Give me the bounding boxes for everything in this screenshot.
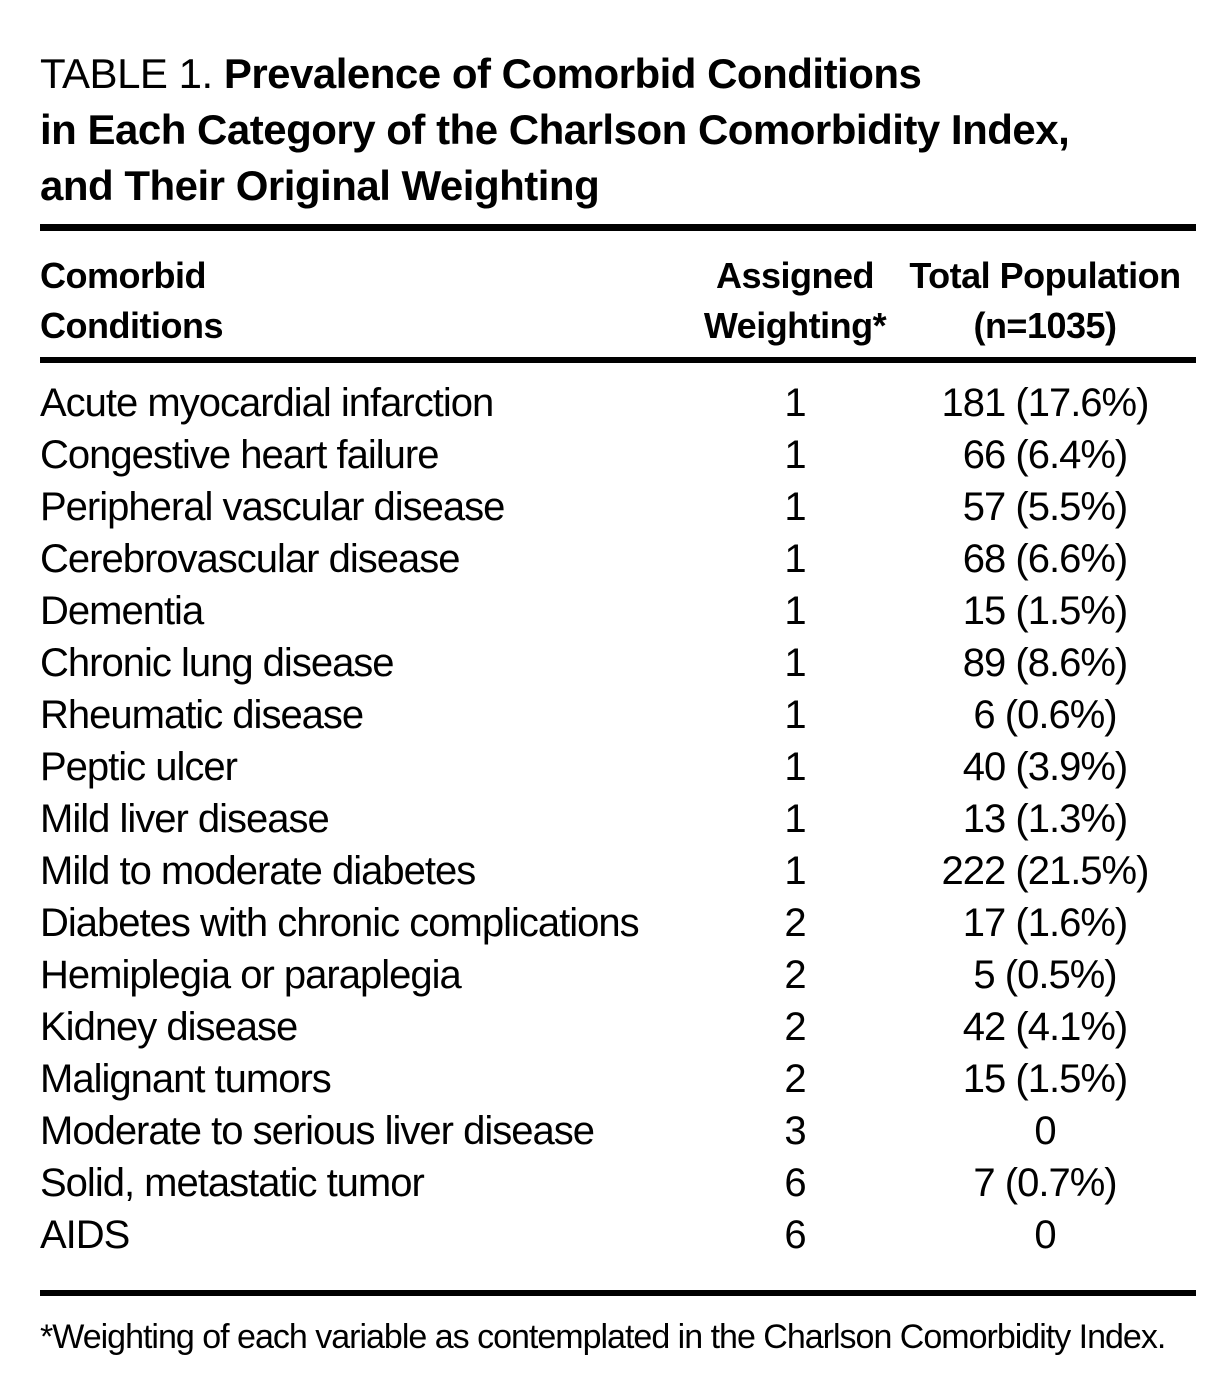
population-cell: 40 (3.9%) bbox=[962, 744, 1128, 789]
weighting-cell: 6 bbox=[784, 1160, 806, 1205]
weighting-cell: 2 bbox=[784, 1056, 806, 1101]
column-header-assigned-weighting: Assigned Weighting* bbox=[696, 251, 894, 351]
condition-cell: Malignant tumors bbox=[40, 1056, 332, 1101]
population-cell: 15 (1.5%) bbox=[962, 588, 1128, 633]
table-title: TABLE 1. Prevalence of Comorbid Conditio… bbox=[40, 46, 1196, 214]
table-row: Peptic ulcer 1 40 (3.9%) bbox=[40, 741, 1196, 793]
weighting-cell: 3 bbox=[784, 1108, 806, 1153]
condition-cell: AIDS bbox=[40, 1212, 130, 1257]
table-footnote: *Weighting of each variable as contempla… bbox=[40, 1318, 1166, 1356]
population-cell: 0 bbox=[1034, 1108, 1056, 1153]
population-cell: 5 (0.5%) bbox=[973, 952, 1117, 997]
table-body: Acute myocardial infarction 1 181 (17.6%) C… bbox=[40, 377, 1196, 1261]
weighting-cell: 1 bbox=[784, 692, 806, 737]
table-title-line3: and Their Original Weighting bbox=[40, 162, 600, 209]
column-header-line: Conditions bbox=[40, 305, 223, 346]
column-header-line: Comorbid bbox=[40, 255, 206, 296]
weighting-cell: 1 bbox=[784, 744, 806, 789]
table-row: Mild liver disease 1 13 (1.3%) bbox=[40, 793, 1196, 845]
weighting-cell: 2 bbox=[784, 1004, 806, 1049]
column-header-line: (n=1035) bbox=[973, 305, 1117, 346]
population-cell: 222 (21.5%) bbox=[941, 848, 1150, 893]
population-cell: 0 bbox=[1034, 1212, 1056, 1257]
column-header-total-population: Total Population (n=1035) bbox=[894, 251, 1196, 351]
weighting-cell: 1 bbox=[784, 588, 806, 633]
weighting-cell: 2 bbox=[784, 900, 806, 945]
weighting-cell: 6 bbox=[784, 1212, 806, 1257]
table-row: Peripheral vascular disease 1 57 (5.5%) bbox=[40, 481, 1196, 533]
table-row: Dementia 1 15 (1.5%) bbox=[40, 585, 1196, 637]
condition-cell: Cerebrovascular disease bbox=[40, 536, 460, 581]
condition-cell: Mild to moderate diabetes bbox=[40, 848, 476, 893]
table-row: Rheumatic disease 1 6 (0.6%) bbox=[40, 689, 1196, 741]
condition-cell: Diabetes with chronic complications bbox=[40, 900, 640, 945]
population-cell: 57 (5.5%) bbox=[962, 484, 1128, 529]
condition-cell: Hemiplegia or paraplegia bbox=[40, 952, 462, 997]
column-header-line: Assigned bbox=[715, 255, 875, 296]
table-row: Malignant tumors 2 15 (1.5%) bbox=[40, 1053, 1196, 1105]
population-cell: 7 (0.7%) bbox=[973, 1160, 1117, 1205]
population-cell: 42 (4.1%) bbox=[962, 1004, 1128, 1049]
table-row: AIDS 6 0 bbox=[40, 1209, 1196, 1261]
condition-cell: Rheumatic disease bbox=[40, 692, 364, 737]
header-rule bbox=[40, 357, 1196, 363]
population-cell: 15 (1.5%) bbox=[962, 1056, 1128, 1101]
bottom-rule bbox=[40, 1290, 1196, 1296]
weighting-cell: 1 bbox=[784, 796, 806, 841]
table-title-text: Prevalence of Comorbid Conditions bbox=[223, 50, 922, 97]
table-row: Kidney disease 2 42 (4.1%) bbox=[40, 1001, 1196, 1053]
condition-cell: Kidney disease bbox=[40, 1004, 298, 1049]
population-cell: 13 (1.3%) bbox=[962, 796, 1128, 841]
population-cell: 89 (8.6%) bbox=[962, 640, 1128, 685]
weighting-cell: 1 bbox=[784, 380, 806, 425]
table-row: Moderate to serious liver disease 3 0 bbox=[40, 1105, 1196, 1157]
table-header-row: Comorbid Conditions Assigned Weighting* … bbox=[40, 251, 1196, 351]
table-row: Acute myocardial infarction 1 181 (17.6%) bbox=[40, 377, 1196, 429]
table-number-label: TABLE 1. bbox=[40, 50, 213, 97]
population-cell: 66 (6.4%) bbox=[962, 432, 1128, 477]
condition-cell: Congestive heart failure bbox=[40, 432, 439, 477]
condition-cell: Chronic lung disease bbox=[40, 640, 395, 685]
table-row: Hemiplegia or paraplegia 2 5 (0.5%) bbox=[40, 949, 1196, 1001]
condition-cell: Peripheral vascular disease bbox=[40, 484, 505, 529]
column-header-comorbid-conditions: Comorbid Conditions bbox=[40, 251, 696, 351]
table-row: Diabetes with chronic complications 2 17 (… bbox=[40, 897, 1196, 949]
table-row: Chronic lung disease 1 89 (8.6%) bbox=[40, 637, 1196, 689]
condition-cell: Peptic ulcer bbox=[40, 744, 238, 789]
table-title-line2: in Each Category of the Charlson Comorbi… bbox=[40, 106, 1070, 153]
weighting-cell: 1 bbox=[784, 484, 806, 529]
condition-cell: Solid, metastatic tumor bbox=[40, 1160, 425, 1205]
weighting-cell: 1 bbox=[784, 432, 806, 477]
condition-cell: Dementia bbox=[40, 588, 204, 633]
weighting-cell: 1 bbox=[784, 848, 806, 893]
condition-cell: Mild liver disease bbox=[40, 796, 330, 841]
table-row: Congestive heart failure 1 66 (6.4%) bbox=[40, 429, 1196, 481]
population-cell: 68 (6.6%) bbox=[962, 536, 1128, 581]
table-row: Solid, metastatic tumor 6 7 (0.7%) bbox=[40, 1157, 1196, 1209]
weighting-cell: 1 bbox=[784, 640, 806, 685]
condition-cell: Moderate to serious liver disease bbox=[40, 1108, 595, 1153]
column-header-line: Total Population bbox=[909, 255, 1181, 296]
population-cell: 17 (1.6%) bbox=[962, 900, 1128, 945]
weighting-cell: 1 bbox=[784, 536, 806, 581]
weighting-cell: 2 bbox=[784, 952, 806, 997]
condition-cell: Acute myocardial infarction bbox=[40, 380, 494, 425]
table-title-line1: TABLE 1. Prevalence of Comorbid Conditio… bbox=[40, 46, 1196, 102]
table-row: Cerebrovascular disease 1 68 (6.6%) bbox=[40, 533, 1196, 585]
table-row: Mild to moderate diabetes 1 222 (21.5%) bbox=[40, 845, 1196, 897]
population-cell: 181 (17.6%) bbox=[941, 380, 1150, 425]
column-header-line: Weighting* bbox=[703, 305, 887, 346]
top-rule bbox=[40, 224, 1196, 231]
population-cell: 6 (0.6%) bbox=[973, 692, 1117, 737]
